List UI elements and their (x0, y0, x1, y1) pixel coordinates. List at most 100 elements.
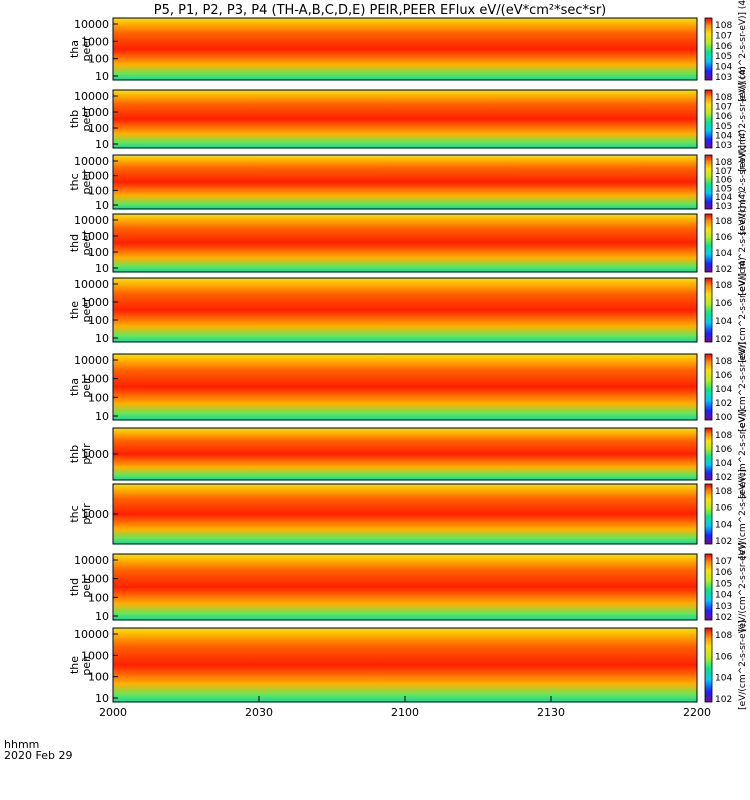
y-tick-label: 1000 (81, 508, 109, 521)
y-tick-label: 1000 (81, 448, 109, 461)
colorbar-tick-label: 107 (715, 31, 732, 41)
panel-frame (112, 353, 698, 421)
colorbar-tick-label: 102 (715, 265, 732, 275)
y-tick-label: 10000 (74, 554, 109, 567)
colorbar-tick-label: 106 (715, 568, 732, 578)
y-tick-label: 10 (95, 692, 109, 705)
colorbar-label: [eV/(cm^2-s-sr-eV)] (4) (738, 129, 748, 234)
spectrogram-image (113, 484, 697, 544)
panel-thc-peer: thc peer10000100010010108107106105104103[… (68, 129, 748, 234)
y-tick-label: 1000 (81, 573, 109, 586)
colorbar-tick-label: 107 (715, 557, 732, 567)
y-tick-label: 100 (88, 314, 109, 327)
colorbar-tick-label: 103 (715, 602, 732, 612)
y-tick-label: 1000 (81, 170, 109, 183)
colorbar-tick-label: 104 (715, 459, 732, 469)
panel-probe-label: tha (68, 40, 81, 58)
y-tick-label: 10000 (74, 214, 109, 227)
colorbar (704, 427, 713, 481)
panel-product-label: peer (80, 36, 93, 62)
panel-product-label: peir (80, 503, 93, 525)
y-tick-label: 1000 (81, 35, 109, 48)
panel-probe-label: the (68, 301, 81, 319)
colorbar-tick-label: 104 (715, 674, 732, 684)
panel-frame (112, 17, 698, 81)
y-tick-label: 100 (88, 671, 109, 684)
y-tick-label: 100 (88, 184, 109, 197)
y-tick-label: 10 (95, 199, 109, 212)
spectrogram-image (113, 18, 697, 80)
colorbar (704, 627, 713, 703)
y-tick-label: 1000 (81, 296, 109, 309)
x-axis: 2000 2030 2100 2130 2200 (99, 696, 711, 719)
panel-the-peir: the peir 10000 1000 100 10 108 106 104 102 [eV/(cm… (68, 620, 748, 710)
colorbar-tick-label: 105 (715, 184, 732, 194)
colorbar-tick-label: 102 (715, 537, 732, 547)
x-tick-label: 2130 (537, 706, 565, 719)
colorbar (704, 17, 713, 81)
colorbar-label: [eV/(cm^2-s-sr-eV)] (4) (738, 190, 748, 295)
spectrogram-image (113, 554, 697, 620)
panel-product-label: peer (80, 297, 93, 323)
colorbar-tick-label: 108 (715, 158, 732, 168)
colorbar-label: [eV/(cm^2-s-sr-eV)] (4) (738, 66, 748, 171)
colorbar-label: [eV/(cm^2-s-sr-eV)] (738, 409, 748, 499)
y-tick-label: 10000 (74, 155, 109, 168)
panel-product-label: peer (80, 230, 93, 256)
colorbar-tick-label: 106 (715, 176, 732, 186)
colorbar-tick-label: 106 (715, 371, 732, 381)
panel-frame (112, 553, 698, 621)
colorbar-tick-label: 106 (715, 445, 732, 455)
colorbar-tick-label: 106 (715, 233, 732, 243)
x-tick-label: 2100 (391, 706, 419, 719)
colorbar-tick-label: 107 (715, 167, 732, 177)
y-tick-label: 10 (95, 610, 109, 623)
y-tick-label: 10000 (74, 90, 109, 103)
colorbar-tick-label: 104 (715, 317, 732, 327)
colorbar (704, 89, 713, 149)
x-axis-label: hhmm (4, 738, 39, 751)
panel-probe-label: the (68, 656, 81, 674)
y-tick-label: 10000 (74, 18, 109, 31)
colorbar-tick-label: 104 (715, 63, 732, 73)
colorbar-tick-label: 102 (715, 473, 732, 483)
colorbar (704, 553, 713, 621)
colorbar-tick-label: 104 (715, 385, 732, 395)
colorbar-tick-label: 106 (715, 42, 732, 52)
y-tick-label: 100 (88, 391, 109, 404)
colorbar (704, 154, 713, 210)
y-tick-label: 1000 (81, 106, 109, 119)
panel-product-label: peir (80, 376, 93, 398)
chart-title: P5, P1, P2, P3, P4 (TH-A,B,C,D,E) PEIR,P… (154, 3, 607, 18)
colorbar-tick-label: 108 (715, 487, 732, 497)
spectrogram-image (113, 278, 697, 342)
colorbar-label: [eV/(cm^2-s-sr-eV)] (738, 542, 748, 632)
panel-probe-label: thc (68, 505, 81, 522)
colorbar-tick-label: 105 (715, 122, 732, 132)
colorbar-tick-label: 108 (715, 21, 732, 31)
y-tick-label: 1000 (81, 649, 109, 662)
colorbar-tick-label: 104 (715, 591, 732, 601)
panel-product-label: peir (80, 654, 93, 676)
colorbar-tick-label: 104 (715, 131, 732, 141)
colorbar-tick-label: 102 (715, 613, 732, 623)
panel-the-peer: the peer 10000 1000 100 10 108 106 104 102 [eV/(cm… (68, 257, 748, 362)
y-tick-label: 1000 (81, 230, 109, 243)
panel-product-label: peer (80, 106, 93, 132)
colorbar-label: [eV/(cm^2-s-sr-eV)] (4) (738, 257, 748, 362)
colorbar-tick-label: 102 (715, 399, 732, 409)
colorbar-tick-label: 104 (715, 193, 732, 203)
panels-group: tha peer10000100010010108107106105104103[… (68, 0, 748, 710)
colorbar-tick-label: 108 (715, 93, 732, 103)
y-tick-label: 10 (95, 138, 109, 151)
panel-probe-label: thb (68, 110, 81, 128)
colorbar-tick-label: 102 (715, 695, 732, 705)
colorbar-tick-label: 102 (715, 335, 732, 345)
y-tick-label: 1000 (81, 373, 109, 386)
x-tick-label: 2000 (99, 706, 127, 719)
colorbar (704, 277, 713, 343)
colorbar (704, 213, 713, 273)
y-tick-label: 10 (95, 70, 109, 83)
